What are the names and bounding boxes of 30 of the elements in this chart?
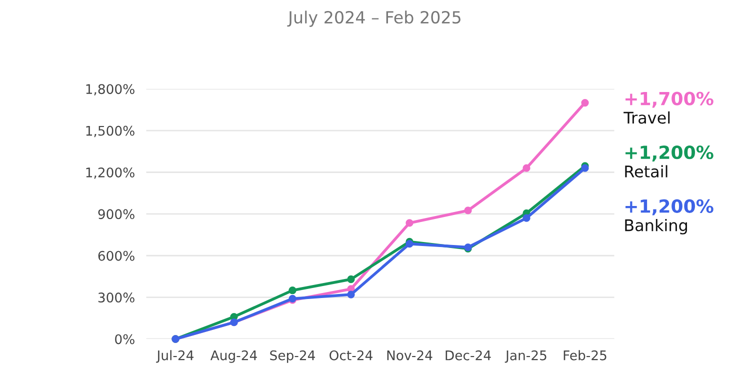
point bbox=[522, 164, 530, 172]
y-tick-label: 0% bbox=[115, 334, 134, 344]
x-tick-label: Jan-25 bbox=[504, 350, 546, 363]
point bbox=[406, 219, 414, 227]
point bbox=[581, 98, 589, 107]
y-tick-label: 300% bbox=[98, 292, 134, 303]
text: +1,200% bbox=[626, 146, 714, 162]
chart-subtitle: July 2024 – Feb 2025 bbox=[287, 10, 460, 27]
text: Travel bbox=[624, 111, 670, 124]
text: Banking bbox=[625, 218, 687, 234]
y-tick-label: 1,800% bbox=[86, 84, 134, 96]
x-tick-label: Oct-24 bbox=[330, 350, 372, 360]
point bbox=[522, 214, 530, 222]
y-tick-label: 1,500% bbox=[86, 126, 134, 138]
x-tick-label: Nov-24 bbox=[387, 350, 432, 360]
text: Retail bbox=[625, 165, 668, 178]
y-tick-label: 600% bbox=[98, 250, 134, 261]
y-tick-label: 1,200% bbox=[86, 167, 134, 179]
point bbox=[288, 286, 296, 294]
x-tick-label: Aug-24 bbox=[210, 350, 257, 363]
x-tick-label: Dec-24 bbox=[446, 350, 491, 360]
text: +1,200% bbox=[626, 199, 714, 216]
x-tick-label: Sep-24 bbox=[270, 350, 315, 363]
x-tick-label: Feb-25 bbox=[564, 350, 606, 360]
point bbox=[464, 206, 472, 214]
point bbox=[347, 275, 355, 284]
point bbox=[347, 290, 355, 298]
x-tick-label: Jul-24 bbox=[156, 350, 194, 363]
y-tick-label: 900% bbox=[98, 209, 134, 220]
text: +1,700% bbox=[626, 92, 714, 108]
